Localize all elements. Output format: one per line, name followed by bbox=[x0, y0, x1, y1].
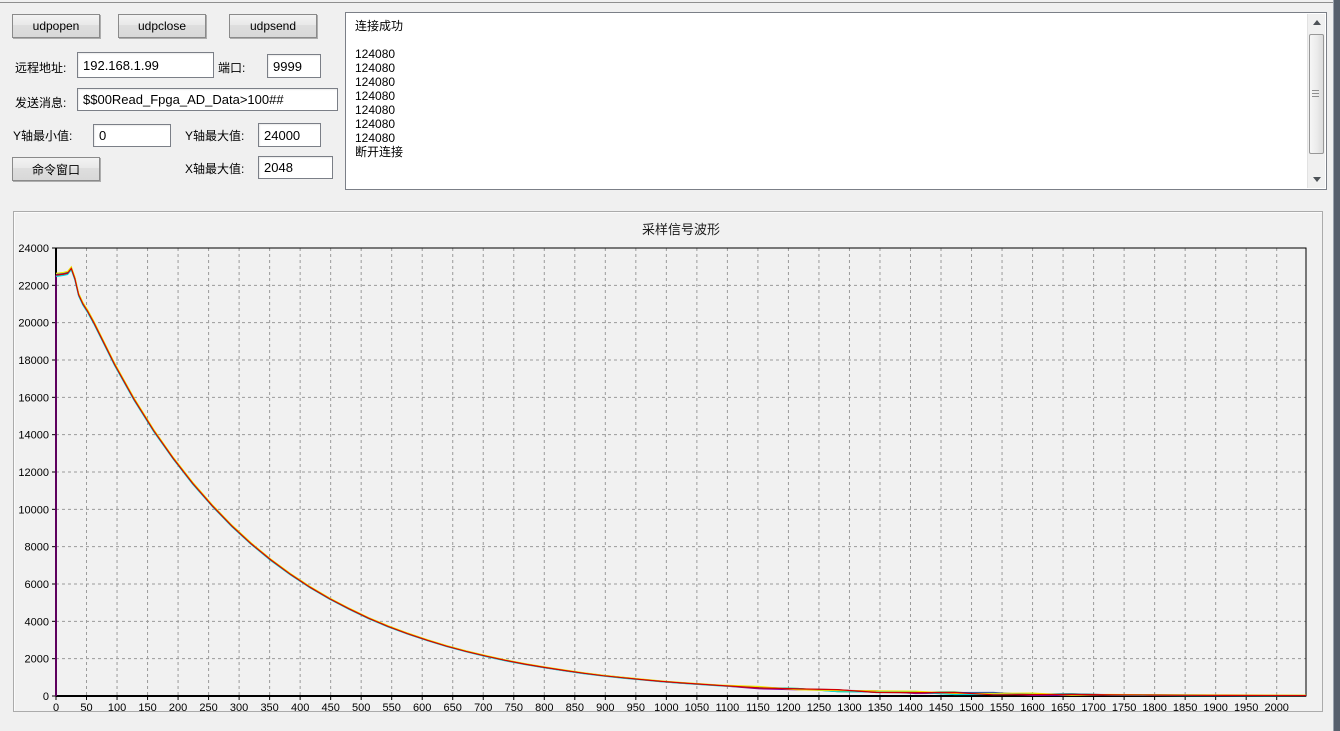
svg-text:300: 300 bbox=[230, 702, 248, 711]
svg-text:1700: 1700 bbox=[1081, 702, 1105, 711]
window-top-border bbox=[0, 2, 1340, 3]
svg-text:1300: 1300 bbox=[837, 702, 861, 711]
udpsend-button[interactable]: udpsend bbox=[229, 14, 317, 38]
waveform-panel: 采样信号波形 0 50 100 150 200 250 300 350 400 450 500 550… bbox=[13, 211, 1323, 712]
svg-text:2000: 2000 bbox=[1264, 702, 1288, 711]
series-ch-red bbox=[55, 267, 1307, 697]
svg-text:1750: 1750 bbox=[1112, 702, 1136, 711]
svg-text:22000: 22000 bbox=[18, 280, 49, 292]
svg-text:1200: 1200 bbox=[776, 702, 800, 711]
svg-text:950: 950 bbox=[627, 702, 645, 711]
svg-text:1650: 1650 bbox=[1051, 702, 1075, 711]
svg-text:0: 0 bbox=[53, 702, 59, 711]
svg-text:1800: 1800 bbox=[1142, 702, 1166, 711]
udpopen-button[interactable]: udpopen bbox=[12, 14, 100, 38]
x-max-label: X轴最大值: bbox=[185, 162, 245, 176]
svg-text:4000: 4000 bbox=[25, 616, 49, 628]
svg-text:900: 900 bbox=[596, 702, 614, 711]
svg-text:1150: 1150 bbox=[746, 702, 770, 711]
svg-text:650: 650 bbox=[444, 702, 462, 711]
svg-text:16000: 16000 bbox=[18, 392, 49, 404]
svg-text:450: 450 bbox=[321, 702, 339, 711]
svg-text:14000: 14000 bbox=[18, 430, 49, 442]
port-label: 端口: bbox=[218, 61, 246, 75]
waveform-plot: 0 50 100 150 200 250 300 350 400 450 500 550 600 650 7… bbox=[18, 243, 1307, 711]
svg-text:1050: 1050 bbox=[685, 702, 709, 711]
svg-text:10000: 10000 bbox=[18, 504, 49, 516]
svg-text:1900: 1900 bbox=[1203, 702, 1227, 711]
svg-text:200: 200 bbox=[169, 702, 187, 711]
udpclose-button[interactable]: udpclose bbox=[118, 14, 206, 38]
send-message-label: 发送消息: bbox=[15, 96, 67, 110]
svg-text:6000: 6000 bbox=[25, 579, 49, 591]
svg-text:50: 50 bbox=[80, 702, 92, 711]
y-min-input[interactable] bbox=[93, 124, 171, 147]
svg-text:1500: 1500 bbox=[959, 702, 983, 711]
log-scrollbar[interactable] bbox=[1307, 14, 1325, 188]
log-content: 连接成功 124080 124080 124080 124080 124080 12408… bbox=[355, 19, 404, 159]
svg-text:12000: 12000 bbox=[18, 467, 49, 479]
svg-text:20000: 20000 bbox=[18, 318, 49, 330]
y-min-label: Y轴最小值: bbox=[13, 129, 73, 143]
scroll-down-arrow-icon[interactable] bbox=[1308, 171, 1325, 188]
svg-text:1550: 1550 bbox=[990, 702, 1014, 711]
svg-text:550: 550 bbox=[383, 702, 401, 711]
svg-text:1950: 1950 bbox=[1234, 702, 1258, 711]
chart-title: 采样信号波形 bbox=[641, 222, 720, 237]
svg-text:1250: 1250 bbox=[807, 702, 831, 711]
svg-text:1600: 1600 bbox=[1020, 702, 1044, 711]
svg-text:1450: 1450 bbox=[929, 702, 953, 711]
y-max-label: Y轴最大值: bbox=[185, 129, 245, 143]
svg-text:8000: 8000 bbox=[25, 542, 49, 554]
scrollbar-thumb[interactable] bbox=[1309, 34, 1324, 154]
svg-text:750: 750 bbox=[505, 702, 523, 711]
svg-text:150: 150 bbox=[138, 702, 156, 711]
svg-text:800: 800 bbox=[535, 702, 553, 711]
remote-address-label: 远程地址: bbox=[15, 61, 67, 75]
send-message-input[interactable] bbox=[77, 88, 338, 111]
command-window-button[interactable]: 命令窗口 bbox=[12, 157, 100, 181]
svg-text:500: 500 bbox=[352, 702, 370, 711]
svg-text:0: 0 bbox=[43, 691, 49, 703]
scrollbar-grip-icon bbox=[1312, 90, 1319, 98]
svg-text:1100: 1100 bbox=[716, 702, 740, 711]
svg-text:600: 600 bbox=[413, 702, 431, 711]
svg-text:1000: 1000 bbox=[654, 702, 678, 711]
svg-text:100: 100 bbox=[108, 702, 126, 711]
remote-address-input[interactable] bbox=[77, 52, 214, 78]
svg-text:2000: 2000 bbox=[25, 654, 49, 666]
log-output-box[interactable]: 连接成功 124080 124080 124080 124080 124080 12408… bbox=[345, 12, 1327, 190]
svg-text:250: 250 bbox=[199, 702, 217, 711]
port-input[interactable] bbox=[267, 54, 321, 78]
scroll-up-arrow-icon[interactable] bbox=[1308, 14, 1325, 31]
y-max-input[interactable] bbox=[258, 123, 321, 147]
svg-text:24000: 24000 bbox=[18, 243, 49, 255]
svg-text:1400: 1400 bbox=[898, 702, 922, 711]
svg-text:1350: 1350 bbox=[868, 702, 892, 711]
svg-text:350: 350 bbox=[260, 702, 278, 711]
svg-text:18000: 18000 bbox=[18, 355, 49, 367]
window-right-border bbox=[1333, 0, 1340, 731]
svg-text:400: 400 bbox=[291, 702, 309, 711]
svg-text:1850: 1850 bbox=[1173, 702, 1197, 711]
x-max-input[interactable] bbox=[258, 156, 333, 179]
svg-text:850: 850 bbox=[566, 702, 584, 711]
svg-text:700: 700 bbox=[474, 702, 492, 711]
